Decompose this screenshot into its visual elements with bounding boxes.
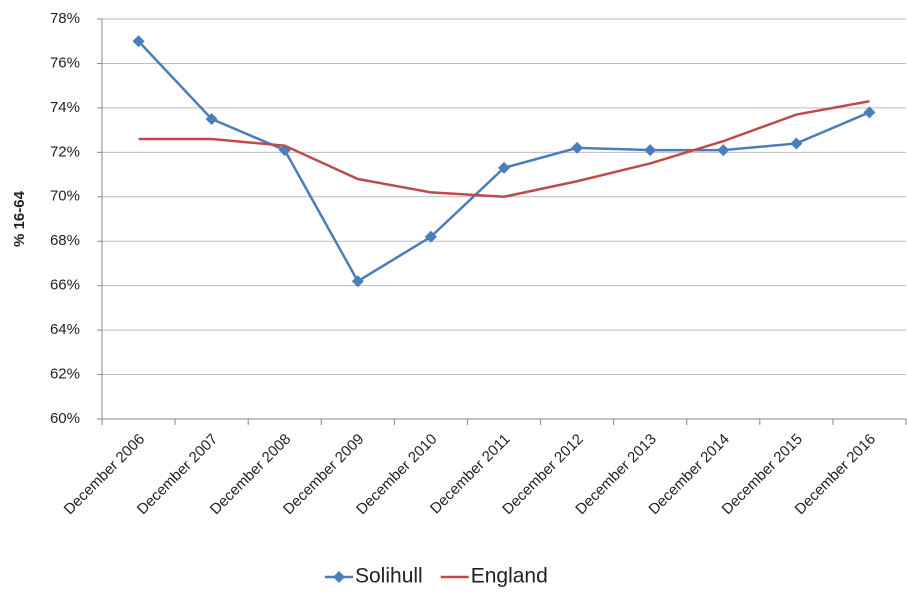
legend-marker: [333, 571, 345, 583]
data-marker: [571, 141, 584, 154]
y-tick-label: 66%: [50, 277, 80, 294]
y-tick-label: 72%: [50, 143, 80, 160]
y-axis-label: % 16-64: [11, 190, 28, 247]
y-tick-label: 68%: [50, 232, 80, 249]
y-tick-label: 60%: [50, 410, 80, 427]
y-tick-label: 74%: [50, 99, 80, 116]
data-marker: [351, 275, 364, 288]
data-line: [138, 99, 870, 199]
data-marker: [205, 113, 218, 125]
y-tick-label: 64%: [50, 321, 80, 338]
data-marker: [132, 35, 145, 48]
data-marker: [863, 106, 876, 119]
y-tick-label: 78%: [50, 10, 80, 27]
y-tick-label: 76%: [50, 54, 80, 71]
legend-label: Solihull: [355, 565, 423, 588]
y-tick-label: 70%: [50, 188, 80, 205]
data-marker: [790, 137, 803, 150]
data-line: [137, 40, 870, 283]
data-marker: [498, 161, 510, 174]
y-tick-label: 62%: [50, 366, 80, 383]
data-marker: [424, 230, 437, 243]
data-marker: [644, 144, 657, 157]
legend-label: England: [471, 565, 548, 588]
data-marker: [717, 144, 730, 157]
